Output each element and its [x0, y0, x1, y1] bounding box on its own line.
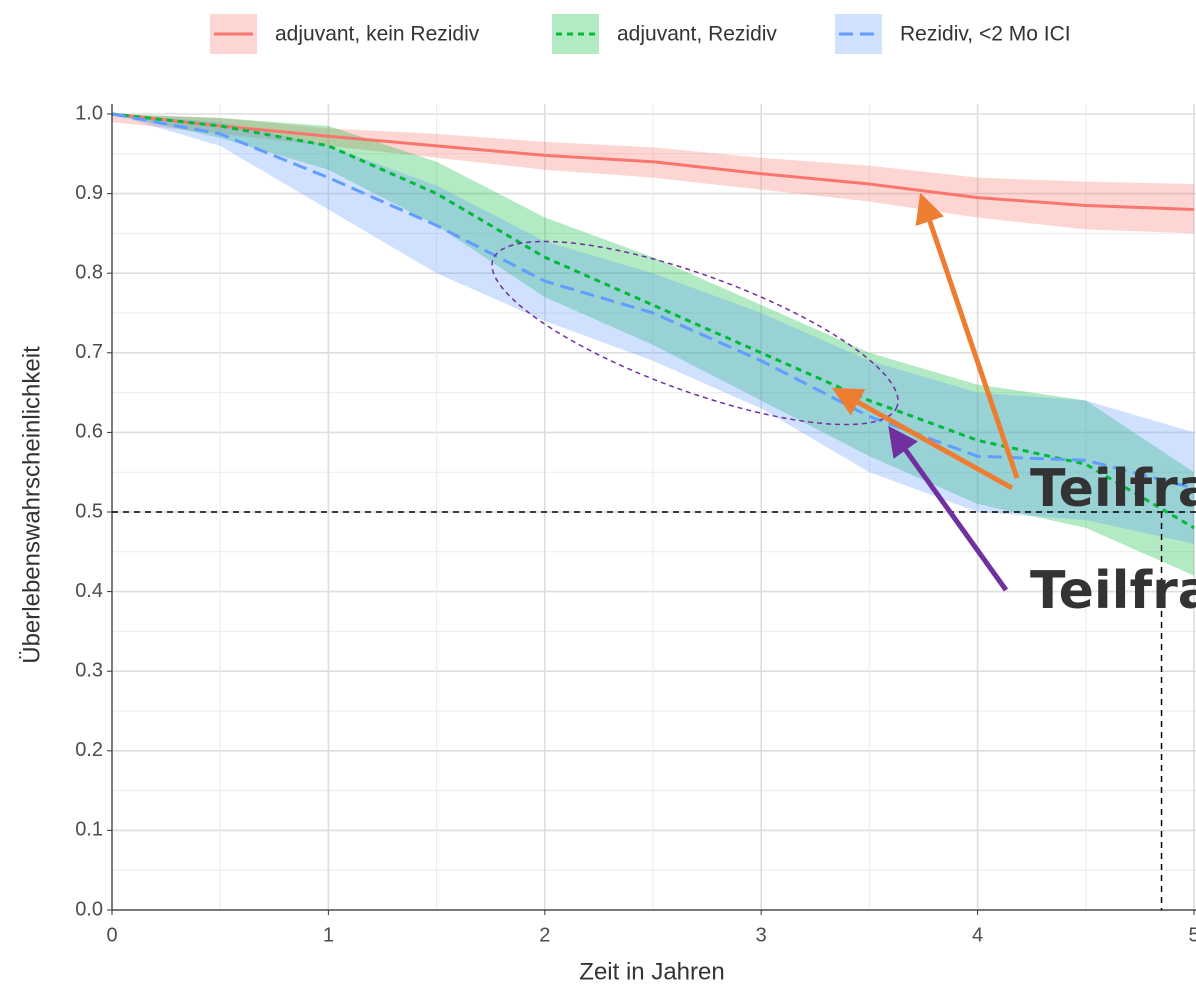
survival-line — [111, 112, 1195, 212]
y-tick-label: 1.0 — [75, 102, 103, 124]
x-tick-label: 5 — [1188, 924, 1196, 946]
y-tick-label: 0.8 — [75, 261, 103, 283]
arrow — [831, 387, 1014, 491]
y-tick-label: 0.0 — [75, 898, 103, 920]
confidence-band — [112, 114, 1194, 576]
survival-line — [111, 112, 1195, 530]
y-tick-label: 0.3 — [75, 659, 103, 681]
y-tick-label: 0.7 — [75, 341, 103, 363]
arrow — [888, 425, 1009, 592]
x-tick-label: 0 — [106, 924, 117, 946]
y-tick-label: 0.5 — [75, 500, 103, 522]
arrow — [915, 192, 1020, 479]
legend: adjuvant, kein Rezidiv adjuvant, Rezidiv R… — [210, 14, 1071, 54]
axes: 0.0 0.1 0.2 0.3 0.4 0.5 0.6 0.7 0.8 0.9 1.0 0 1 2 3 4 5 — [75, 102, 1196, 946]
x-tick-label: 4 — [972, 924, 983, 946]
y-tick-label: 0.9 — [75, 182, 103, 204]
legend-label: adjuvant, kein Rezidiv — [275, 23, 480, 46]
x-tick-label: 1 — [323, 924, 334, 946]
y-tick-label: 0.4 — [75, 580, 103, 602]
annotation: Teilfra — [1030, 561, 1196, 621]
x-tick-label: 3 — [756, 924, 767, 946]
plot-panel — [112, 104, 1196, 910]
annotation: Teilfra — [1030, 459, 1196, 519]
legend-label: adjuvant, Rezidiv — [617, 23, 777, 46]
lines — [111, 112, 1195, 530]
x-tick-label: 2 — [539, 924, 550, 946]
y-axis-label: Überlebenswahrscheinlichkeit — [18, 346, 45, 664]
x-axis-label: Zeit in Jahren — [579, 958, 724, 985]
survival-line — [111, 112, 1195, 490]
y-tick-label: 0.2 — [75, 739, 103, 761]
highlight-ellipse — [491, 240, 899, 426]
legend-label: Rezidiv, <2 Mo ICI — [900, 23, 1071, 46]
y-tick-label: 0.6 — [75, 421, 103, 443]
y-tick-label: 0.1 — [75, 819, 103, 841]
